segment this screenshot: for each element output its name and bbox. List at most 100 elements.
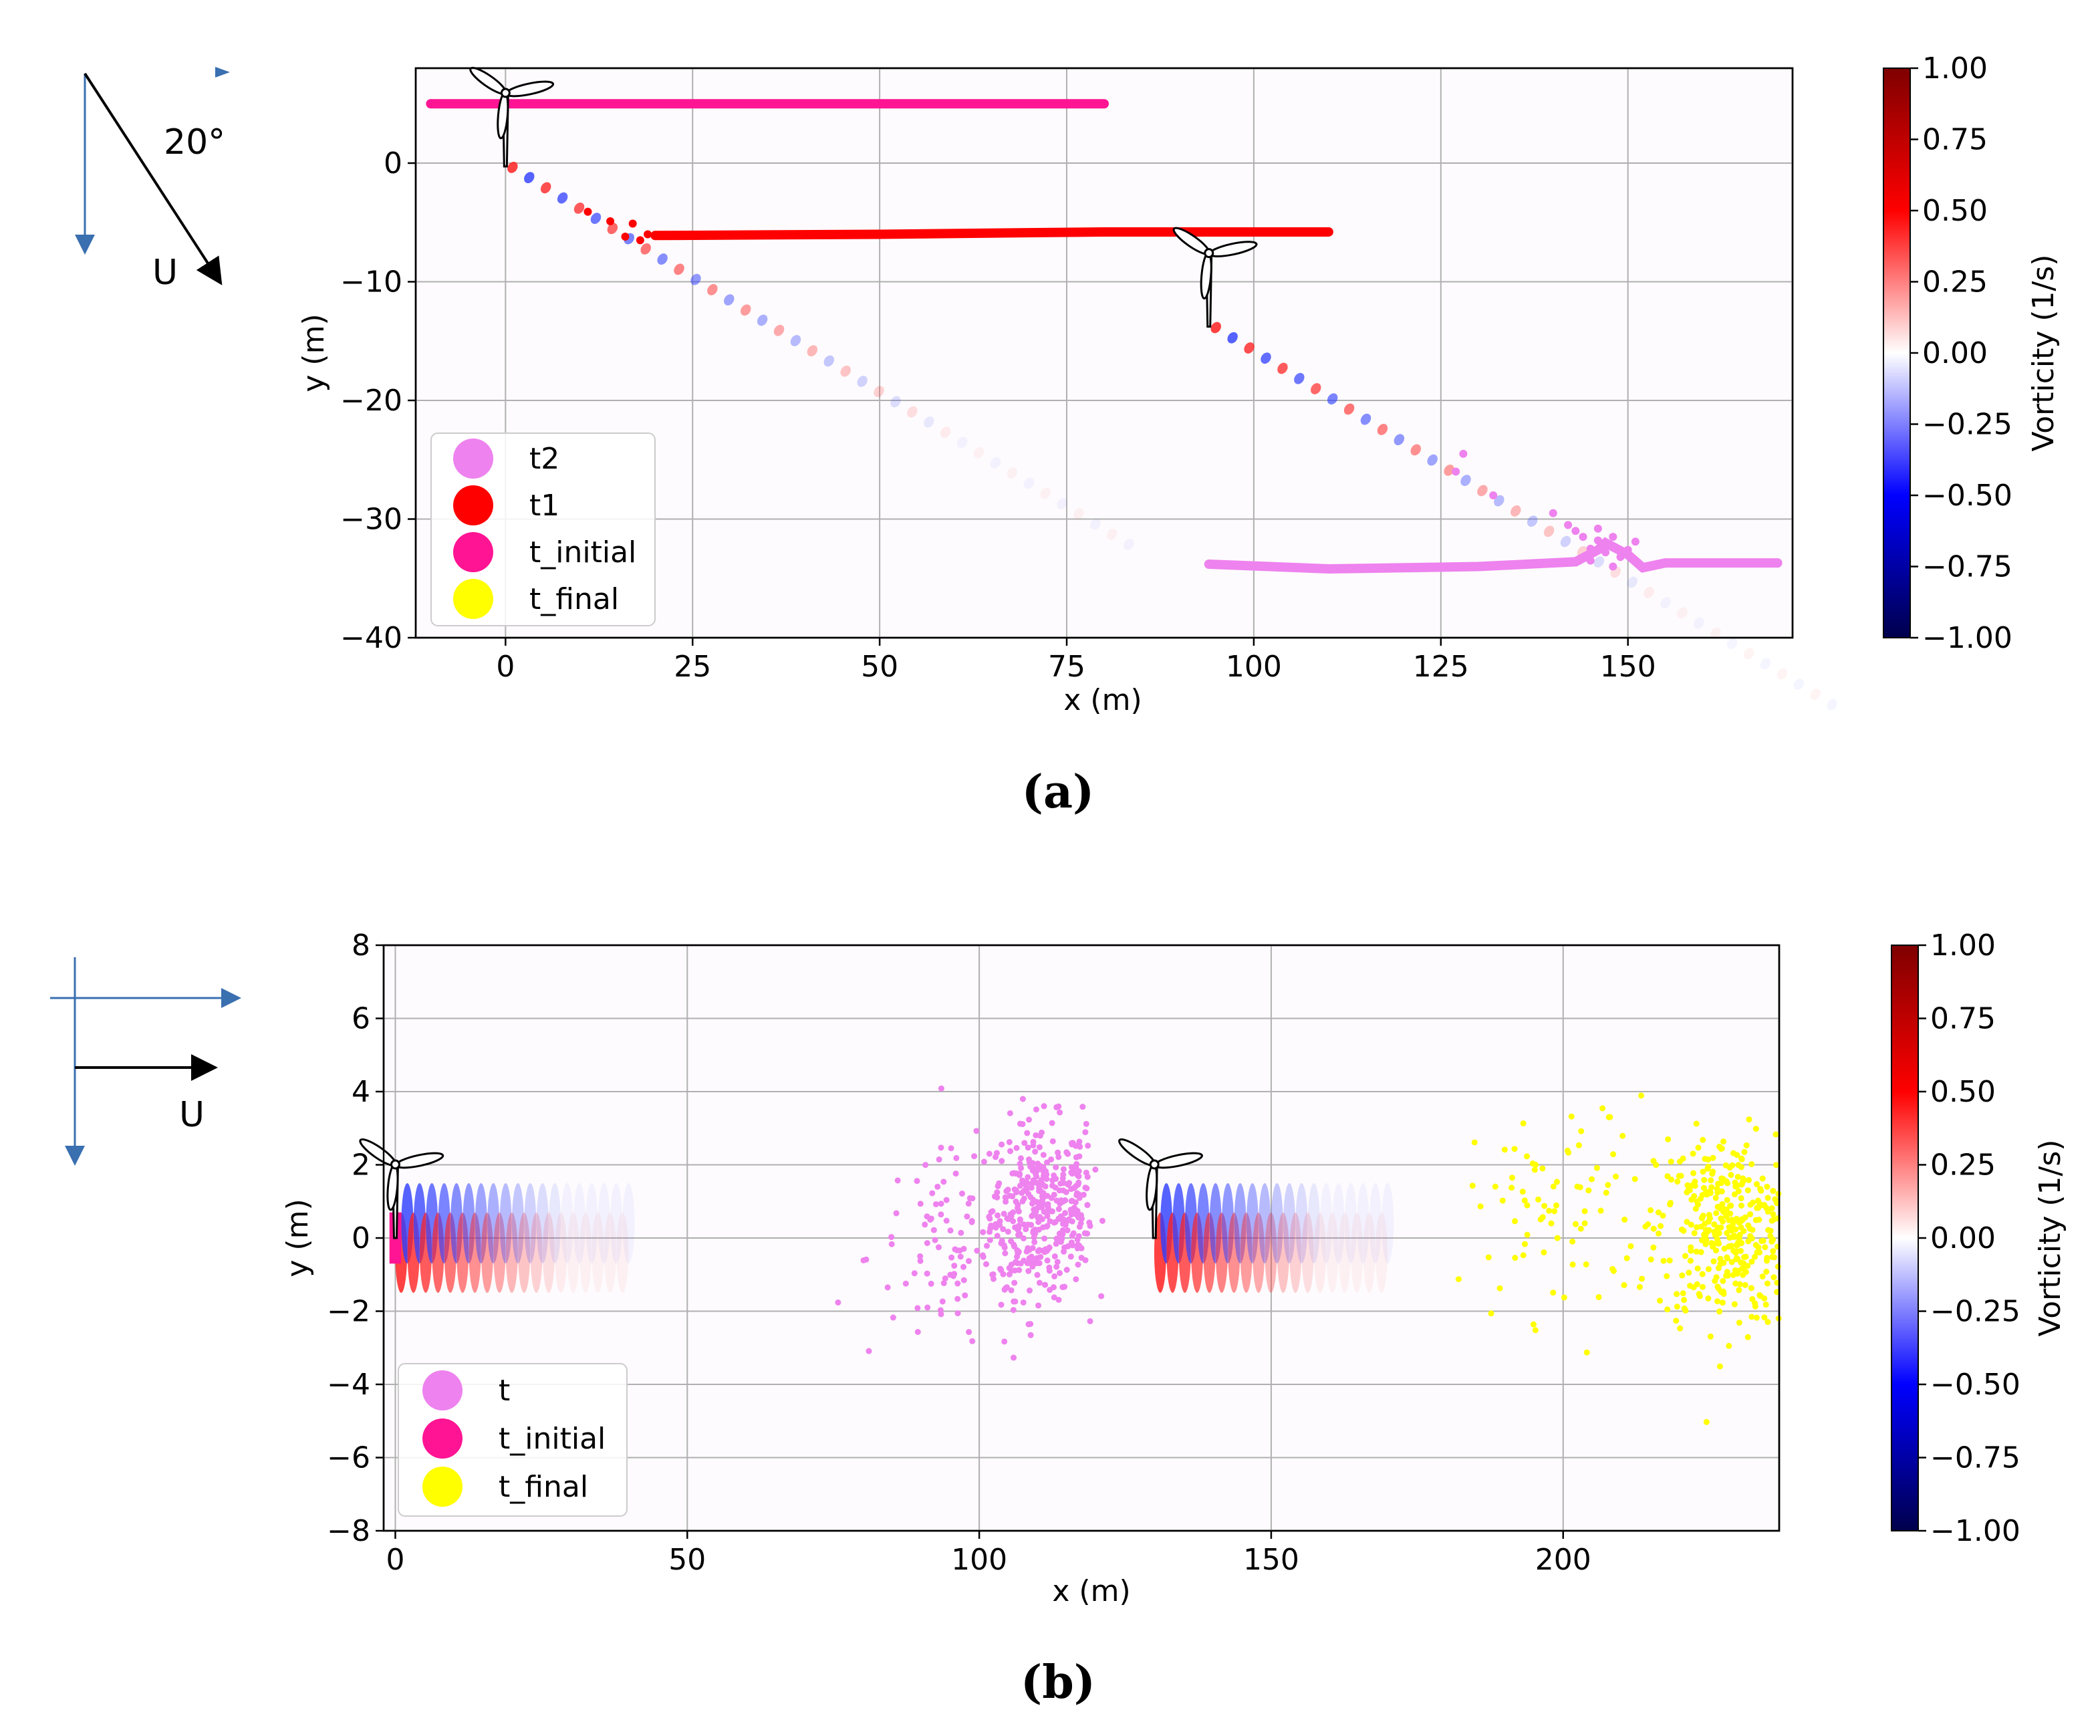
point-t-final (1772, 1196, 1779, 1203)
point-t-final (1699, 1283, 1706, 1290)
colorbar-tick-label: 1.00 (1922, 51, 1988, 86)
point-t-final (1650, 1225, 1657, 1232)
point-t (1062, 1217, 1069, 1224)
vorticity-mark (530, 1213, 543, 1293)
point-t-final (1599, 1105, 1606, 1112)
x-tick-label: 100 (1226, 650, 1282, 684)
point-t (888, 1234, 895, 1241)
point-t (995, 1212, 1001, 1219)
vorticity-mark (640, 243, 651, 255)
point-t-final (1775, 1263, 1781, 1270)
vorticity-mark (1527, 515, 1538, 527)
vorticity-mark (1090, 518, 1101, 530)
point-t (1046, 1244, 1053, 1251)
point-t-final (1752, 1241, 1759, 1248)
vorticity-mark (924, 416, 934, 428)
point-t2 (1593, 536, 1602, 545)
point-t-final (1664, 1306, 1671, 1313)
point-t-final (1631, 1176, 1638, 1183)
point-t-final (1524, 1202, 1531, 1209)
colorbar-tick-label: −0.50 (1930, 1368, 2020, 1402)
point-t (1043, 1168, 1049, 1174)
point-t-final (1530, 1321, 1537, 1328)
vorticity-mark (622, 1183, 635, 1263)
point-t (1074, 1190, 1081, 1197)
point-t-final (1477, 1203, 1484, 1210)
vorticity-mark (940, 426, 951, 439)
y-tick-label: −40 (340, 621, 402, 655)
point-t (1053, 1241, 1059, 1247)
point-t (935, 1244, 942, 1251)
point-t (958, 1229, 964, 1236)
point-t-final (1707, 1333, 1714, 1340)
point-t (1053, 1263, 1060, 1270)
point-t (1063, 1267, 1070, 1273)
point-t-final (1554, 1235, 1561, 1241)
point-t-final (1541, 1203, 1548, 1209)
vorticity-mark (1543, 525, 1555, 537)
point-t (1011, 1354, 1017, 1361)
point-t (986, 1150, 993, 1157)
point-t (1047, 1287, 1053, 1293)
point-t (1068, 1211, 1075, 1218)
point-t (1064, 1227, 1071, 1234)
point-t-final (1577, 1225, 1584, 1232)
point-t (1076, 1243, 1083, 1249)
point-t-final (1569, 1261, 1576, 1268)
y-tick-label: −6 (327, 1441, 370, 1475)
point-t-final (1694, 1224, 1700, 1231)
point-t (951, 1271, 958, 1277)
point-t-final (1717, 1255, 1724, 1262)
point-t-final (1524, 1153, 1531, 1160)
inset-a: 20° U (75, 67, 230, 293)
point-t2 (1593, 524, 1602, 533)
point-t-final (1720, 1277, 1726, 1284)
point-t (1030, 1142, 1037, 1148)
legend-marker-t-initial (453, 532, 493, 572)
legend-label-t2: t2 (529, 442, 559, 476)
point-t-final (1520, 1252, 1527, 1259)
point-t (1017, 1183, 1023, 1189)
point-t-final (1764, 1195, 1771, 1201)
point-t (1025, 1191, 1032, 1197)
vorticity-mark (1311, 383, 1321, 394)
point-t1 (606, 217, 615, 225)
point-t (924, 1240, 930, 1247)
point-t (1075, 1179, 1082, 1186)
vorticity-field-a (507, 162, 1837, 711)
point-t-final (1639, 1275, 1646, 1282)
point-t-final (1716, 1143, 1723, 1150)
colorbar-label-a: Vorticity (1/s) (2026, 255, 2061, 452)
point-t-final (1583, 1261, 1589, 1267)
point-t-final (1589, 1176, 1595, 1183)
point-t (1083, 1120, 1089, 1127)
point-t-final (1688, 1221, 1694, 1228)
point-t (914, 1178, 920, 1185)
point-t (965, 1257, 972, 1264)
point-t (1086, 1219, 1093, 1226)
point-t (1033, 1106, 1039, 1113)
point-t (1045, 1205, 1052, 1212)
point-t (993, 1221, 999, 1227)
point-t (1036, 1144, 1043, 1150)
point-t-final (1677, 1325, 1684, 1332)
point-t (1054, 1259, 1061, 1265)
point-t-final (1762, 1244, 1768, 1251)
point-t-final (1581, 1220, 1588, 1227)
point-t (999, 1158, 1005, 1164)
point-t (1008, 1287, 1015, 1293)
point-t-final (1713, 1274, 1720, 1281)
vorticity-mark (690, 273, 701, 285)
point-t (1011, 1170, 1017, 1176)
point-t-final (1521, 1241, 1528, 1247)
point-t (1066, 1180, 1073, 1187)
vorticity-mark (874, 386, 884, 398)
vorticity-mark (973, 447, 985, 459)
vorticity-mark (1677, 607, 1688, 619)
point-t-final (1648, 1207, 1654, 1214)
point-t-final (1713, 1210, 1720, 1217)
point-t-final (1701, 1176, 1708, 1183)
point-t (1053, 1235, 1060, 1242)
point-t (966, 1329, 972, 1336)
vorticity-mark (463, 1183, 475, 1263)
